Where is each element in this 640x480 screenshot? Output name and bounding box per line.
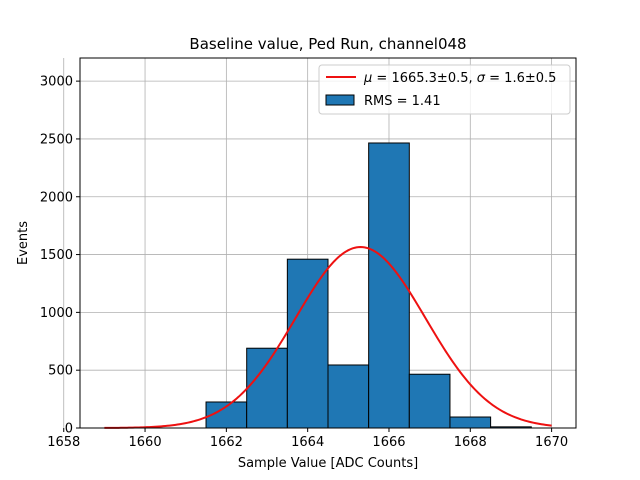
- legend-box: [318, 64, 571, 115]
- x-axis-ticks: 1658 1660 1662 1664 1666 1668 1670: [47, 428, 568, 450]
- histogram-bar: [246, 347, 288, 429]
- x-tick-label: 1662: [210, 435, 243, 450]
- y-tick-label: 2500: [40, 132, 73, 147]
- y-axis-ticks: 0 500 1000 1500 2000 2500 3000: [40, 75, 80, 437]
- x-tick-label: 1658: [47, 435, 80, 450]
- y-tick-label: 0: [65, 422, 73, 437]
- x-tick-label: 1670: [535, 435, 568, 450]
- y-tick-label: 1500: [40, 248, 73, 263]
- legend-mu-text: = 1665.3±0.5,: [372, 71, 476, 86]
- histogram-bar: [327, 364, 370, 429]
- x-axis-label: Sample Value [ADC Counts]: [238, 456, 418, 471]
- y-tick-label: 2000: [40, 190, 73, 205]
- histogram-bars: [205, 142, 532, 429]
- plot-frame: [79, 57, 577, 429]
- legend-fit-label: μ = 1665.3±0.5, σ = 1.6±0.5: [363, 71, 556, 86]
- legend-sigma-symbol: σ: [477, 71, 486, 86]
- histogram-bar: [286, 258, 329, 429]
- x-tick-label: 1660: [129, 435, 162, 450]
- chart-title: Baseline value, Ped Run, channel048: [189, 35, 466, 53]
- histogram-bar: [408, 373, 451, 429]
- histogram-bar: [368, 142, 410, 429]
- legend-sigma-text: = 1.6±0.5: [485, 71, 556, 86]
- y-tick-label: 500: [48, 364, 73, 379]
- legend-mu-symbol: μ: [363, 71, 372, 86]
- legend: μ = 1665.3±0.5, σ = 1.6±0.5 RMS = 1.41: [318, 64, 571, 115]
- y-tick-label: 1000: [40, 306, 73, 321]
- gaussian-fit-curve: [104, 246, 552, 429]
- legend-histogram-swatch: [325, 94, 355, 106]
- legend-histogram-label: RMS = 1.41: [364, 94, 441, 109]
- x-tick-label: 1666: [372, 435, 405, 450]
- x-tick-label: 1668: [454, 435, 487, 450]
- y-tick-label: 3000: [40, 75, 73, 90]
- histogram-bar: [449, 416, 492, 429]
- x-tick-label: 1664: [291, 435, 324, 450]
- y-axis-label: Events: [16, 221, 31, 265]
